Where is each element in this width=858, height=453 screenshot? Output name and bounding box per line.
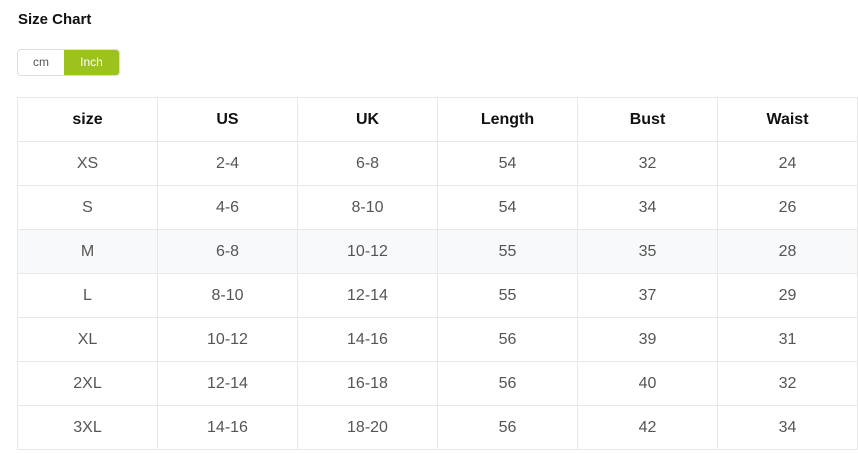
column-header: size — [17, 97, 158, 142]
table-cell: 14-16 — [297, 317, 438, 362]
table-cell: 54 — [437, 141, 578, 186]
table-cell: 55 — [437, 273, 578, 318]
table-cell: 26 — [717, 185, 858, 230]
table-cell: 18-20 — [297, 405, 438, 450]
table-cell: M — [17, 229, 158, 274]
table-cell: 32 — [577, 141, 718, 186]
table-cell: 56 — [437, 317, 578, 362]
table-cell: 40 — [577, 361, 718, 406]
table-row: 2XL 12-14 16-18 56 40 32 — [17, 361, 858, 406]
table-cell: 2-4 — [157, 141, 298, 186]
table-cell: XS — [17, 141, 158, 186]
table-cell: 56 — [437, 405, 578, 450]
unit-cm-button[interactable]: cm — [18, 50, 64, 75]
table-cell: 34 — [577, 185, 718, 230]
table-cell: 8-10 — [157, 273, 298, 318]
table-cell: 35 — [577, 229, 718, 274]
table-row: XL 10-12 14-16 56 39 31 — [17, 317, 858, 362]
table-header-row: size US UK Length Bust Waist — [17, 97, 858, 142]
unit-inch-button[interactable]: Inch — [64, 50, 119, 75]
table-cell: 39 — [577, 317, 718, 362]
table-cell: XL — [17, 317, 158, 362]
table-cell: 54 — [437, 185, 578, 230]
table-cell: 14-16 — [157, 405, 298, 450]
table-cell: 12-14 — [297, 273, 438, 318]
column-header: UK — [297, 97, 438, 142]
table-cell: 3XL — [17, 405, 158, 450]
table-row: 3XL 14-16 18-20 56 42 34 — [17, 405, 858, 450]
table-cell: 10-12 — [297, 229, 438, 274]
table-row: M 6-8 10-12 55 35 28 — [17, 229, 858, 274]
page-title: Size Chart — [18, 11, 92, 28]
table-cell: 10-12 — [157, 317, 298, 362]
size-chart-table: size US UK Length Bust Waist XS 2-4 6-8 54 32 24 S 4… — [17, 97, 858, 450]
table-cell: 6-8 — [297, 141, 438, 186]
table-row: XS 2-4 6-8 54 32 24 — [17, 141, 858, 186]
table-row: S 4-6 8-10 54 34 26 — [17, 185, 858, 230]
column-header: US — [157, 97, 298, 142]
column-header: Bust — [577, 97, 718, 142]
table-cell: 29 — [717, 273, 858, 318]
table-cell: 6-8 — [157, 229, 298, 274]
column-header: Waist — [717, 97, 858, 142]
table-cell: 42 — [577, 405, 718, 450]
table-row: L 8-10 12-14 55 37 29 — [17, 273, 858, 318]
table-cell: 34 — [717, 405, 858, 450]
table-cell: 2XL — [17, 361, 158, 406]
table-cell: 55 — [437, 229, 578, 274]
table-cell: L — [17, 273, 158, 318]
table-cell: 24 — [717, 141, 858, 186]
table-cell: 56 — [437, 361, 578, 406]
table-cell: 32 — [717, 361, 858, 406]
table-cell: 16-18 — [297, 361, 438, 406]
table-cell: 8-10 — [297, 185, 438, 230]
table-cell: 12-14 — [157, 361, 298, 406]
table-cell: 31 — [717, 317, 858, 362]
unit-toggle: cm Inch — [17, 49, 120, 76]
table-cell: 37 — [577, 273, 718, 318]
table-cell: 4-6 — [157, 185, 298, 230]
table-cell: S — [17, 185, 158, 230]
column-header: Length — [437, 97, 578, 142]
table-cell: 28 — [717, 229, 858, 274]
